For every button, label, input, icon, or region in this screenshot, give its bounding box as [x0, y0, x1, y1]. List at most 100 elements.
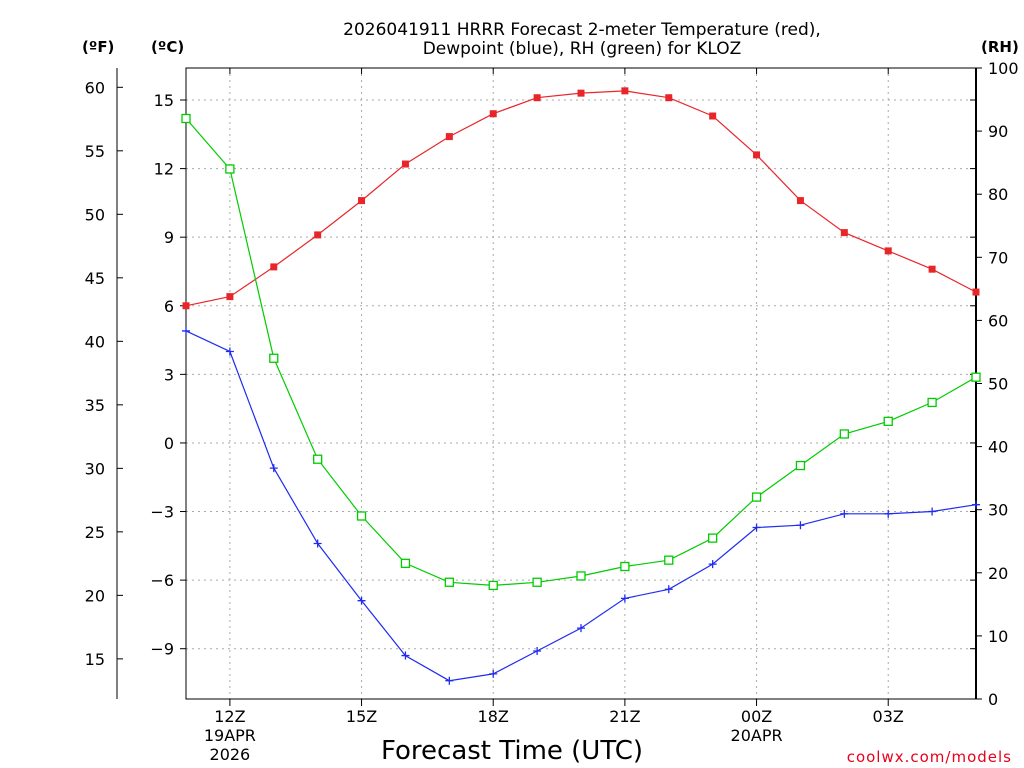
rh-point [620, 561, 630, 572]
dewpoint-point [752, 523, 761, 532]
fahrenheit-tick-label: 30 [85, 459, 105, 478]
temperature-point [533, 94, 541, 102]
celsius-tick-label: −9 [150, 640, 174, 659]
chart-title-line2: Dewpoint (blue), RH (green) for KLOZ [423, 39, 742, 59]
plot-frame [185, 67, 977, 700]
celsius-tick-label: 15 [154, 91, 174, 110]
x-tick-date-label: 19APR [204, 726, 256, 745]
dewpoint-point [269, 464, 278, 473]
rh-point [532, 577, 542, 587]
x-axis-title: Forecast Time (UTC) [381, 736, 643, 766]
x-tick-label: 03Z [873, 707, 904, 726]
rh-tick-label: 0 [988, 690, 998, 709]
temperature-point [753, 151, 761, 159]
x-tick-label: 12Z [214, 707, 245, 726]
temperature-point [314, 231, 322, 239]
fahrenheit-tick-label: 15 [85, 650, 105, 669]
rh-point [576, 571, 586, 581]
temperature-point [709, 112, 717, 120]
rh-point [488, 580, 498, 591]
rh-point [664, 555, 674, 565]
fahrenheit-tick-label: 35 [85, 396, 105, 415]
rh-point [400, 558, 411, 568]
x-tick-year-label: 2026 [210, 745, 251, 764]
rh-tick-label: 10 [988, 627, 1008, 646]
celsius-tick-label: 6 [164, 297, 174, 316]
rh-point [225, 164, 235, 174]
rh-point [839, 429, 849, 439]
temperature-point [489, 110, 497, 118]
dewpoint-point [972, 500, 980, 509]
rh-tick-label: 70 [988, 248, 1008, 267]
temperature-point [621, 87, 629, 95]
rh-point [751, 492, 762, 502]
rh-tick-label: 90 [988, 122, 1008, 141]
fahrenheit-tick-label: 50 [85, 205, 105, 224]
temperature-point [796, 197, 804, 205]
rh-point [927, 397, 937, 408]
dewpoint-point [313, 539, 322, 548]
rh-line [185, 118, 977, 587]
rh-point [971, 372, 981, 382]
dewpoint-point [357, 596, 366, 605]
dewpoint-point [796, 521, 805, 530]
celsius-tick-label: −6 [150, 571, 174, 590]
fahrenheit-tick-label: 55 [85, 142, 105, 161]
rh-tick-label: 40 [988, 438, 1008, 457]
chart-title-line1: 2026041911 HRRR Forecast 2-meter Tempera… [343, 20, 821, 40]
temperature-point [182, 302, 190, 310]
temperature-point [665, 94, 673, 102]
dewpoint-point [445, 676, 454, 685]
dewpoint-point [708, 560, 717, 569]
rh-point [444, 577, 454, 587]
fahrenheit-tick-label: 25 [85, 523, 105, 542]
temperature-point [226, 293, 234, 301]
gridlines [186, 68, 976, 699]
rh-point [269, 353, 279, 363]
dewpoint-point [225, 347, 234, 356]
temperature-point [270, 263, 278, 271]
axis-labels: 15129630−3−6−960555045403530252015100908… [85, 59, 1019, 764]
rh-series [181, 113, 981, 591]
fahrenheit-tick-label: 60 [85, 78, 105, 97]
temperature-point [577, 89, 585, 97]
dewpoint-point [928, 507, 937, 516]
unit-fahrenheit: (ºF) [82, 38, 114, 56]
dewpoint-point [489, 669, 498, 678]
dewpoint-point [884, 509, 893, 518]
unit-celsius: (ºC) [151, 38, 184, 56]
dewpoint-point [664, 585, 673, 594]
dewpoint-point [182, 326, 190, 335]
temperature-line [185, 90, 977, 307]
x-tick-label: 15Z [346, 707, 377, 726]
temperature-point [884, 247, 892, 255]
series-layer [181, 87, 981, 685]
celsius-tick-label: −3 [150, 503, 174, 522]
x-tick-label: 18Z [478, 707, 509, 726]
rh-tick-label: 50 [988, 375, 1008, 394]
credit-text: coolwx.com/models [847, 748, 1012, 766]
rh-tick-label: 20 [988, 564, 1008, 583]
temperature-point [401, 160, 409, 168]
fahrenheit-tick-label: 40 [85, 332, 105, 351]
temperature-point [358, 197, 366, 205]
rh-point [883, 416, 893, 427]
celsius-tick-label: 3 [164, 365, 174, 384]
x-tick-date-label: 20APR [731, 726, 783, 745]
axes [116, 67, 982, 706]
rh-tick-label: 30 [988, 501, 1008, 520]
x-tick-label: 00Z [741, 707, 772, 726]
celsius-tick-label: 9 [164, 228, 174, 247]
rh-tick-label: 80 [988, 185, 1008, 204]
celsius-tick-label: 0 [164, 434, 174, 453]
dewpoint-point [577, 624, 585, 633]
temperature-point [840, 229, 848, 237]
unit-rh: (RH) [981, 38, 1019, 56]
dewpoint-point [533, 646, 542, 655]
rh-tick-label: 100 [988, 59, 1019, 78]
rh-point [181, 113, 191, 124]
rh-tick-label: 60 [988, 311, 1008, 330]
rh-point [356, 511, 367, 521]
temperature-series [182, 87, 980, 310]
